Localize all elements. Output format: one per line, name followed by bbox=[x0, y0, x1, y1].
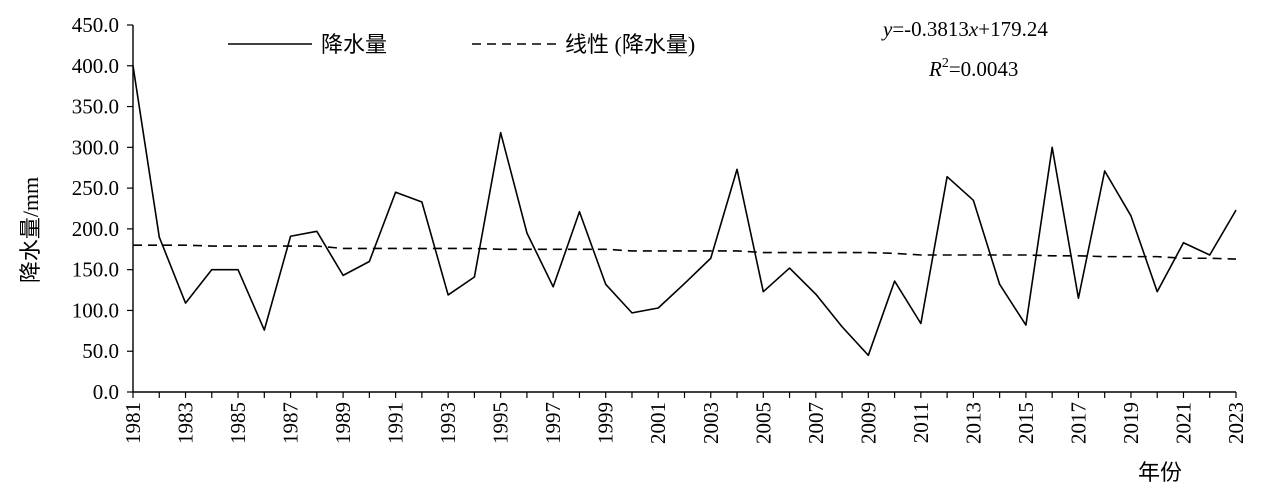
y-tick-label: 100.0 bbox=[72, 298, 119, 322]
x-tick-label: 1985 bbox=[226, 402, 250, 444]
x-tick-label: 2005 bbox=[751, 402, 775, 444]
x-tick-label: 1991 bbox=[384, 402, 408, 444]
x-tick-label: 2001 bbox=[646, 402, 670, 444]
x-tick-label: 1987 bbox=[279, 402, 303, 444]
y-tick-label: 250.0 bbox=[72, 176, 119, 200]
r-squared: R2=0.0043 bbox=[928, 56, 1018, 81]
x-tick-label: 2013 bbox=[961, 402, 985, 444]
x-tick-label: 2009 bbox=[856, 402, 880, 444]
x-tick-label: 2017 bbox=[1066, 402, 1090, 444]
y-tick-label: 350.0 bbox=[72, 95, 119, 119]
legend: 降水量 线性 (降水量) bbox=[228, 32, 695, 57]
legend-label-precipitation: 降水量 bbox=[321, 32, 387, 57]
x-tick-label: 2021 bbox=[1171, 402, 1195, 444]
x-tick-label: 1981 bbox=[121, 402, 145, 444]
x-tick-label: 2011 bbox=[909, 402, 933, 443]
y-tick-label: 400.0 bbox=[72, 54, 119, 78]
x-tick-label: 1995 bbox=[489, 402, 513, 444]
y-tick-label: 50.0 bbox=[82, 339, 119, 363]
x-tick-label: 2003 bbox=[699, 402, 723, 444]
x-tick-label: 2015 bbox=[1014, 402, 1038, 444]
y-tick-label: 300.0 bbox=[72, 135, 119, 159]
trend-annotation: y=-0.3813x+179.24 R2=0.0043 bbox=[881, 17, 1048, 81]
series-layer bbox=[132, 65, 1237, 357]
y-tick-label: 0.0 bbox=[93, 380, 119, 404]
x-tick-label: 1989 bbox=[331, 402, 355, 444]
regression-equation: y=-0.3813x+179.24 bbox=[881, 17, 1048, 41]
y-axis-ticks: 0.0 50.0 100.0 150.0 200.0 250.0 300.0 350.0 400… bbox=[72, 13, 133, 404]
series-line-precipitation bbox=[132, 65, 1237, 357]
x-tick-label: 1999 bbox=[594, 402, 618, 444]
x-tick-label: 2019 bbox=[1119, 402, 1143, 444]
x-tick-label: 1997 bbox=[541, 402, 565, 444]
x-tick-label: 1983 bbox=[174, 402, 198, 444]
x-axis-ticks: 1981 1983 1985 1987 1989 1991 1993 1995 1997 1999… bbox=[121, 392, 1248, 444]
legend-label-trend: 线性 (降水量) bbox=[565, 32, 695, 57]
x-tick-label: 1993 bbox=[436, 402, 460, 444]
y-axis-label: 降水量/mm bbox=[18, 177, 43, 283]
y-tick-label: 200.0 bbox=[72, 217, 119, 241]
x-axis-label: 年份 bbox=[1138, 460, 1182, 485]
y-tick-label: 450.0 bbox=[72, 13, 119, 37]
series-line-linear-trend bbox=[133, 244, 1237, 260]
axes bbox=[132, 25, 1236, 393]
y-tick-label: 150.0 bbox=[72, 258, 119, 282]
x-tick-label: 2007 bbox=[804, 402, 828, 444]
x-tick-label: 2023 bbox=[1224, 402, 1248, 444]
